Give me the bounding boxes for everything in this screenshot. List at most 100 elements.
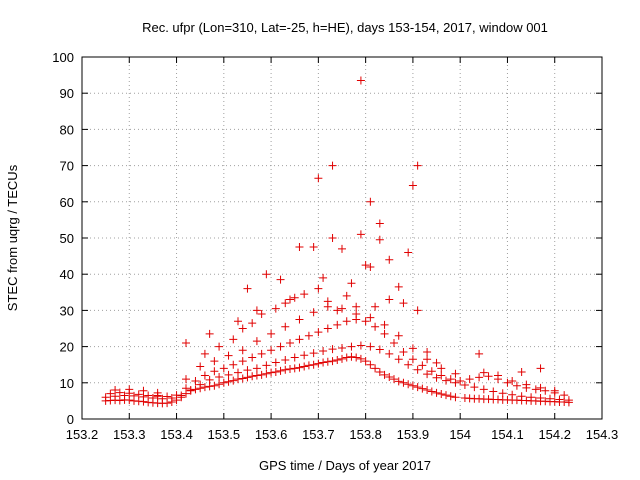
- data-point: [371, 364, 380, 373]
- data-point: [338, 344, 346, 353]
- data-point: [281, 365, 290, 374]
- data-point: [304, 331, 313, 340]
- data-point: [309, 308, 318, 317]
- data-point: [517, 392, 526, 401]
- data-point: [314, 284, 323, 293]
- data-point: [153, 391, 162, 400]
- data-point: [366, 360, 375, 369]
- data-point: [470, 383, 479, 392]
- data-point: [375, 235, 384, 244]
- data-point: [479, 368, 488, 377]
- data-point: [182, 338, 190, 347]
- data-point: [352, 310, 361, 319]
- data-point: [229, 360, 238, 369]
- data-point: [271, 358, 280, 367]
- data-point: [219, 364, 228, 373]
- data-point: [475, 349, 484, 358]
- data-point: [413, 365, 422, 374]
- data-point: [125, 385, 134, 394]
- x-tick-label: 154.1: [491, 427, 524, 442]
- data-point: [205, 375, 214, 384]
- x-tick-label: 154: [449, 427, 471, 442]
- y-tick-label: 10: [60, 376, 74, 391]
- data-point: [125, 396, 134, 405]
- data-point: [130, 391, 138, 400]
- data-point: [252, 306, 261, 315]
- data-point: [262, 361, 271, 370]
- data-point: [158, 394, 167, 403]
- data-point: [200, 349, 209, 358]
- data-point: [404, 248, 413, 257]
- data-point: [527, 393, 536, 402]
- y-tick-label: 30: [60, 303, 74, 318]
- data-point: [257, 310, 266, 319]
- data-point: [248, 353, 257, 362]
- data-point: [371, 322, 380, 331]
- data-point: [271, 304, 280, 313]
- chart-title: Rec. ufpr (Lon=310, Lat=-25, h=HE), days…: [142, 20, 548, 35]
- data-point: [286, 295, 294, 304]
- data-point: [210, 381, 219, 390]
- data-point: [352, 302, 361, 311]
- data-point: [399, 348, 408, 357]
- data-point: [408, 344, 417, 353]
- data-point: [257, 349, 266, 358]
- data-point: [498, 389, 507, 398]
- data-point: [200, 371, 209, 380]
- data-point: [257, 370, 266, 379]
- data-point: [418, 361, 427, 370]
- data-point: [106, 389, 115, 398]
- data-point: [361, 317, 370, 326]
- data-point: [196, 362, 205, 371]
- x-tick-label: 153.3: [113, 427, 146, 442]
- data-point: [517, 367, 526, 376]
- x-axis-label: GPS time / Days of year 2017: [259, 458, 431, 473]
- data-point: [366, 342, 375, 351]
- data-point: [148, 394, 157, 403]
- data-point: [215, 380, 224, 389]
- data-point: [276, 275, 285, 284]
- data-point: [111, 386, 120, 395]
- data-point: [309, 360, 318, 369]
- data-point: [446, 375, 455, 384]
- data-point: [290, 353, 299, 362]
- x-tick-label: 153.9: [397, 427, 430, 442]
- data-point: [446, 392, 455, 401]
- data-point: [356, 76, 365, 85]
- data-point: [451, 393, 460, 402]
- data-point: [262, 270, 271, 279]
- data-point: [380, 320, 389, 329]
- data-point: [423, 386, 432, 395]
- y-tick-label: 100: [52, 50, 74, 65]
- data-point: [560, 391, 569, 400]
- data-point: [404, 360, 413, 369]
- data-point: [328, 357, 337, 366]
- data-point: [423, 370, 432, 379]
- data-point: [210, 367, 219, 376]
- data-point: [276, 342, 285, 351]
- y-tick-label: 70: [60, 159, 74, 174]
- data-point: [333, 306, 342, 315]
- data-point: [172, 391, 181, 400]
- data-points: [101, 76, 573, 408]
- axis-ticks: 0 10 20 30 40 50 60 70 80 90 100 153.2 153.3 153.4 153…: [52, 50, 618, 442]
- data-point: [531, 385, 540, 394]
- data-point: [167, 394, 176, 403]
- x-tick-label: 153.7: [302, 427, 335, 442]
- data-point: [314, 174, 323, 183]
- data-point: [385, 295, 394, 304]
- data-point: [300, 362, 309, 371]
- data-point: [380, 370, 389, 379]
- data-point: [300, 351, 309, 360]
- data-point: [295, 243, 304, 252]
- data-point: [252, 371, 261, 380]
- data-point: [356, 230, 365, 239]
- data-point: [385, 373, 394, 382]
- data-point: [186, 386, 195, 395]
- data-point: [555, 395, 564, 404]
- data-point: [489, 387, 498, 396]
- data-point: [503, 378, 512, 387]
- data-point: [338, 304, 346, 313]
- data-point: [101, 393, 110, 402]
- y-axis-label: STEC from uqrg / TECUs: [5, 164, 20, 311]
